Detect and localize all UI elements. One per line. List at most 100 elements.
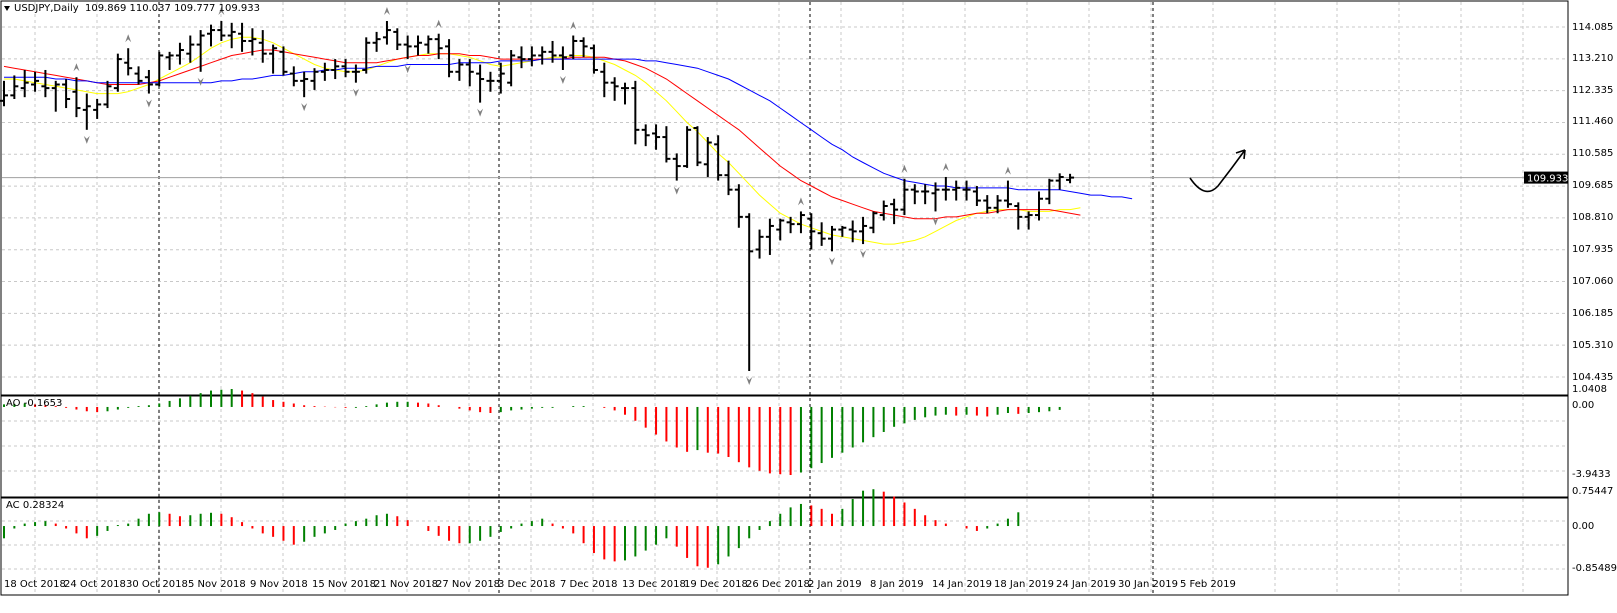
fractal-down-marker: [301, 103, 308, 112]
date-label: 7 Dec 2018: [560, 579, 618, 590]
ohlc-bar: [144, 69, 153, 94]
date-label: 8 Jan 2019: [870, 579, 924, 590]
ohlc-bar: [621, 82, 629, 105]
ohlc-bar: [631, 80, 640, 145]
ohlc-bar: [155, 51, 164, 87]
date-label: 18 Oct 2018: [4, 579, 66, 590]
ohlc-bar: [351, 64, 360, 83]
ohlc-bar: [1055, 173, 1064, 190]
fractal-down-marker: [746, 377, 753, 386]
ao-histogram: [3, 389, 1061, 475]
ohlc-bar: [879, 200, 888, 221]
fractal-up-marker: [218, 7, 225, 16]
ohlc-bar: [972, 186, 981, 206]
chart-header: USDJPY,Daily 109.869 110.037 109.777 109…: [4, 3, 260, 14]
ohlc-bar: [82, 93, 91, 130]
ohlc-bar: [1024, 211, 1033, 230]
period-separators: [158, 2, 1154, 595]
date-label: 14 Jan 2019: [932, 579, 992, 590]
ohlc-bar: [300, 71, 309, 98]
price-tick: 107.060: [1572, 276, 1613, 287]
date-label: 5 Nov 2018: [188, 579, 246, 590]
ohlc-bar: [372, 31, 381, 52]
ohlc-bar: [62, 79, 71, 109]
ohlc-bar: [393, 28, 402, 51]
ohlc-bar: [238, 22, 247, 52]
fractals-layer: [73, 7, 1011, 386]
ohlc-bar: [662, 126, 671, 163]
ohlc-bar: [714, 135, 723, 181]
price-tick: 108.810: [1572, 212, 1613, 223]
ohlc-bar: [941, 176, 950, 201]
ohlc-bar: [962, 180, 971, 201]
ohlc-bar: [269, 44, 278, 74]
ohlc-bar: [41, 69, 50, 98]
ohlc-bar: [517, 46, 526, 69]
ohlc-bar: [652, 124, 661, 150]
ohlc-bar: [258, 30, 267, 63]
ohlc-bar: [217, 21, 226, 41]
fractal-down-marker: [145, 99, 152, 108]
ohlc-bar: [807, 213, 816, 250]
ohlc-bar: [672, 153, 681, 181]
ohlc-bar: [434, 33, 443, 60]
ac-tick-top: 0.75447: [1572, 486, 1613, 497]
grid: [2, 2, 1567, 595]
price-tick: 109.685: [1572, 180, 1613, 191]
date-label: 21 Nov 2018: [374, 579, 438, 590]
forecast-arrow-path: [1189, 149, 1246, 193]
ohlc-bar: [983, 195, 992, 214]
collapse-triangle-icon[interactable]: [4, 6, 10, 11]
date-label: 30 Jan 2019: [1118, 579, 1178, 590]
price-tick: 114.085: [1572, 22, 1613, 33]
ohlc-bar: [931, 182, 940, 212]
current-price-box: [1524, 171, 1568, 184]
ac-title: AC 0.28324: [6, 500, 64, 511]
ac-panel-frame: [0, 497, 1569, 596]
ohlc-bar: [124, 48, 133, 76]
ohlc-bar: [424, 35, 433, 54]
price-tick: 112.335: [1572, 85, 1613, 96]
ohlc-bar: [207, 24, 215, 47]
ohlc-bar: [848, 220, 857, 243]
ohlc-bar: [755, 229, 764, 259]
date-label: 5 Feb 2019: [1180, 579, 1236, 590]
ohlc-bar: [910, 184, 919, 205]
ohlc-bar: [527, 46, 536, 67]
ma-line-ma-slow: [4, 58, 1133, 200]
ac-histogram: [3, 489, 1020, 568]
ohlc-bar: [20, 69, 29, 98]
fractal-up-marker: [125, 34, 132, 43]
ohlc-bar: [724, 160, 733, 196]
date-label: 9 Nov 2018: [250, 579, 308, 590]
ohlc-bar: [538, 46, 547, 65]
ohlc-bar: [362, 37, 371, 74]
ohlc-bar: [445, 39, 454, 78]
ohlc-bar: [890, 198, 899, 225]
ohlc-bars-layer: [0, 21, 1075, 372]
fractal-down-marker: [932, 217, 939, 226]
ohlc-bar: [558, 46, 567, 70]
price-tick: 105.310: [1572, 340, 1613, 351]
ohlc-bar: [486, 71, 495, 92]
fractal-up-marker: [73, 63, 80, 72]
ohlc-bar: [93, 98, 102, 119]
ohlc-bar: [765, 218, 774, 255]
date-label: 15 Nov 2018: [312, 579, 376, 590]
ohlc-bar: [786, 216, 795, 234]
ohlc-bar: [227, 22, 236, 49]
ohlc-bar: [310, 68, 319, 90]
fractal-down-marker: [197, 77, 204, 86]
ohlc-bar: [1066, 173, 1075, 184]
ohlc-bar: [569, 35, 578, 60]
ohlc-bar: [589, 44, 598, 74]
ohlc-bar: [196, 30, 205, 72]
date-label: 3 Dec 2018: [498, 579, 556, 590]
ohlc-bar: [859, 216, 868, 245]
ao-panel-frame: [0, 395, 1569, 498]
price-panel-frame: [0, 0, 1569, 396]
ohlc-bar: [1035, 191, 1043, 221]
date-axis: 18 Oct 2018 24 Oct 2018 30 Oct 2018 5 No…: [4, 579, 1236, 590]
price-tick: 110.585: [1572, 148, 1613, 159]
